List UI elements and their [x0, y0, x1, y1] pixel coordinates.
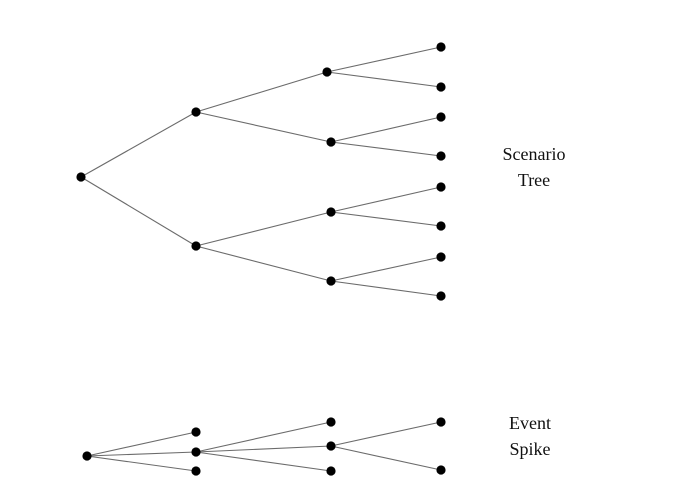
- event-spike-edge-root-s3: [86, 455, 197, 472]
- scenario-tree-edge-root-a: [80, 111, 197, 178]
- event-spike: [82, 417, 446, 476]
- scenario-tree-edge-a-a1: [195, 71, 328, 113]
- scenario-tree-node-l8: [436, 291, 446, 301]
- event-spike-edge-s2-t3: [195, 451, 332, 472]
- event-spike-node-u1: [436, 417, 446, 427]
- event-spike-edge-s2-t1: [195, 421, 332, 453]
- event-spike-node-s2: [191, 447, 201, 457]
- event-spike-edge-root-s2: [86, 451, 197, 457]
- event-spike-node-u2: [436, 465, 446, 475]
- event-spike-edge-t2-u2: [330, 445, 442, 471]
- scenario-tree-edge-b-b2: [195, 245, 332, 282]
- scenario-tree-edge-b1-l6: [330, 211, 442, 227]
- scenario-tree-node-l3: [436, 112, 446, 122]
- scenario-tree-label-line-2: Tree: [517, 170, 551, 190]
- scenario-tree-node-b2: [326, 276, 336, 286]
- scenario-tree-node-root: [76, 172, 86, 182]
- event-spike-label: Event Spike: [470, 410, 590, 462]
- scenario-tree-edge-a-a2: [195, 111, 332, 143]
- event-spike-label-line-1: Event: [509, 413, 551, 433]
- scenario-tree-edge-b1-l5: [330, 186, 442, 213]
- event-spike-node-t3: [326, 466, 336, 476]
- scenario-tree-node-l2: [436, 82, 446, 92]
- scenario-tree-node-a: [191, 107, 201, 117]
- scenario-tree-edge-a1-l2: [326, 71, 442, 88]
- event-spike-edge-t2-u1: [330, 421, 442, 447]
- event-spike-node-t2: [326, 441, 336, 451]
- scenario-tree-label-line-1: Scenario: [502, 144, 566, 164]
- scenario-tree-nodes: [76, 42, 446, 301]
- scenario-tree-node-l7: [436, 252, 446, 262]
- event-spike-nodes: [82, 417, 446, 476]
- scenario-tree-node-l5: [436, 182, 446, 192]
- event-spike-node-root: [82, 451, 92, 461]
- event-spike-node-t1: [326, 417, 336, 427]
- scenario-tree: [76, 42, 446, 301]
- scenario-tree-edge-b2-l7: [330, 256, 442, 282]
- scenario-tree-edges: [80, 46, 442, 297]
- scenario-tree-edge-a2-l3: [330, 116, 442, 143]
- scenario-tree-node-b1: [326, 207, 336, 217]
- scenario-tree-edge-root-b: [80, 176, 197, 247]
- scenario-tree-edge-a1-l1: [326, 46, 442, 73]
- scenario-tree-node-l4: [436, 151, 446, 161]
- scenario-tree-node-a2: [326, 137, 336, 147]
- event-spike-edge-root-s1: [86, 431, 197, 457]
- event-spike-node-s1: [191, 427, 201, 437]
- scenario-tree-node-l6: [436, 221, 446, 231]
- scenario-tree-node-l1: [436, 42, 446, 52]
- scenario-tree-edge-a2-l4: [330, 141, 442, 157]
- scenario-tree-node-b: [191, 241, 201, 251]
- scenario-tree-node-a1: [322, 67, 332, 77]
- scenario-tree-edge-b2-l8: [330, 280, 442, 297]
- event-spike-label-line-2: Spike: [509, 439, 551, 459]
- scenario-tree-label: Scenario Tree: [474, 141, 594, 193]
- event-spike-edges: [86, 421, 442, 472]
- event-spike-edge-s2-t2: [195, 445, 332, 453]
- scenario-tree-edge-b-b1: [195, 211, 332, 247]
- event-spike-node-s3: [191, 466, 201, 476]
